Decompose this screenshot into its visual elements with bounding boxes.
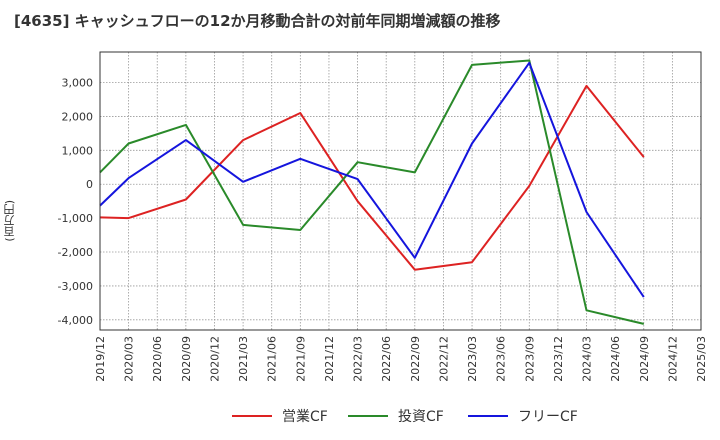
y-tick-label: 3,000 [62,77,94,90]
series-line-投資CF [99,59,645,325]
x-tick-label: 2022/12 [437,336,450,382]
x-tick-label: 2020/09 [180,336,193,382]
y-tick-label: -2,000 [58,246,93,259]
x-tick-label: 2022/09 [409,336,422,382]
grid-lines [99,52,702,330]
x-tick-label: 2024/06 [609,336,622,382]
x-tick-label: 2021/06 [266,336,279,382]
x-tick-label: 2023/09 [523,336,536,382]
chart-title: [4635] キャッシュフローの12か月移動合計の対前年同期増減額の推移 [14,12,501,30]
x-tick-label: 2024/03 [581,336,594,382]
x-tick-label: 2022/06 [380,336,393,382]
x-tick-label: 2025/03 [695,336,708,382]
x-tick-label: 2021/12 [323,336,336,382]
legend-item: 投資CF [348,402,444,430]
x-tick-label: 2020/12 [208,336,221,382]
x-tick-label: 2020/06 [151,336,164,382]
x-axis-ticks: 2019/12 2020/03 2020/06 2020/09 2020/12 2021/… [94,336,708,382]
y-tick-label: 1,000 [62,144,94,157]
legend-swatch [468,415,508,417]
y-tick-label: 0 [86,178,93,191]
x-tick-label: 2023/12 [552,336,565,382]
legend-item: 営業CF [232,402,328,430]
legend-item: フリーCF [468,402,578,430]
x-tick-label: 2021/09 [294,336,307,382]
x-tick-label: 2022/03 [352,336,365,382]
legend-label: 投資CF [398,409,444,425]
x-tick-label: 2020/03 [123,336,136,382]
y-tick-label: -4,000 [58,314,93,327]
x-tick-label: 2023/06 [495,336,508,382]
x-tick-label: 2019/12 [94,336,107,382]
legend-label: フリーCF [518,409,578,425]
y-tick-label: -1,000 [58,212,93,225]
legend: 営業CF 投資CF フリーCF [0,402,720,430]
series-line-フリーCF [99,61,645,298]
legend-swatch [348,415,388,417]
line-chart: 3,000 2,000 1,000 0 -1,000 -2,000 -3,000 -4,000… [58,51,708,382]
series-lines [99,59,645,325]
plot-frame [99,51,702,331]
x-tick-label: 2021/03 [237,336,250,382]
series-line-営業CF [99,84,645,271]
y-tick-label: 2,000 [62,110,94,123]
x-tick-label: 2024/12 [666,336,679,382]
legend-swatch [232,415,272,417]
y-tick-label: -3,000 [58,280,93,293]
legend-label: 営業CF [282,409,328,425]
x-tick-label: 2024/09 [638,336,651,382]
x-tick-label: 2023/03 [466,336,479,382]
y-axis-ticks: 3,000 2,000 1,000 0 -1,000 -2,000 -3,000 -4,000 [58,77,93,327]
